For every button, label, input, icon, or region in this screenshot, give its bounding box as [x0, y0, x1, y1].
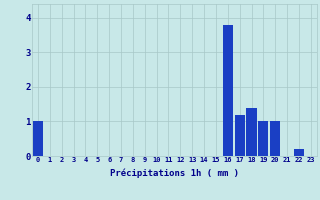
- Bar: [246, 108, 257, 156]
- Bar: [270, 121, 280, 156]
- Bar: [33, 121, 43, 156]
- X-axis label: Précipitations 1h ( mm ): Précipitations 1h ( mm ): [110, 169, 239, 178]
- Bar: [258, 121, 268, 156]
- Bar: [294, 149, 304, 156]
- Bar: [235, 115, 245, 156]
- Bar: [223, 25, 233, 156]
